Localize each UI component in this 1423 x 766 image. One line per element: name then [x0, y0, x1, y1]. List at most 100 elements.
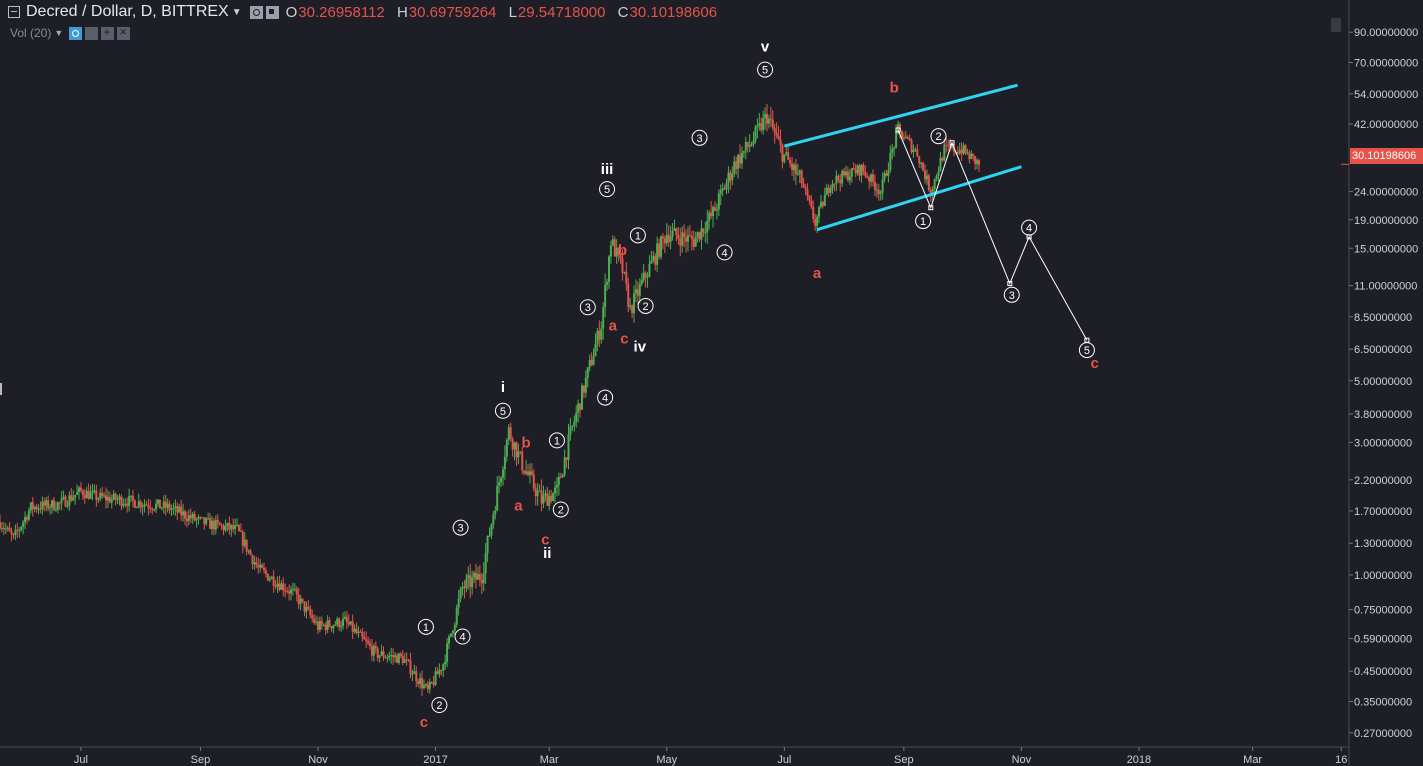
candle-body	[446, 643, 449, 662]
candle-up	[548, 489, 551, 511]
candle-body	[494, 510, 497, 515]
candle-body	[27, 510, 30, 520]
candle-body	[700, 228, 703, 240]
candle-down	[908, 134, 911, 142]
candle-up	[594, 333, 597, 357]
candle-body	[544, 493, 547, 496]
candle-up	[332, 624, 335, 634]
candle-body	[943, 144, 946, 161]
candle-body	[417, 681, 420, 684]
candle-down	[769, 106, 772, 127]
candle-body	[706, 220, 709, 233]
candle-up	[860, 164, 863, 183]
candle-up	[60, 490, 63, 510]
candle-up	[178, 503, 181, 514]
candle-down	[910, 138, 913, 155]
candle-up	[357, 626, 360, 638]
candle-body	[24, 517, 27, 523]
wave-circle-label: 2	[637, 297, 654, 314]
scale-handle-icon[interactable]	[1331, 18, 1341, 32]
candle-up	[943, 138, 946, 162]
candle-body	[126, 503, 129, 506]
candle-body	[723, 188, 726, 190]
wave-number: 5	[604, 184, 610, 196]
chevron-down-icon[interactable]: ▼	[231, 6, 242, 18]
candle-body	[557, 477, 560, 485]
candle-up	[162, 495, 165, 514]
candle-up	[633, 285, 636, 323]
high-value: 30.69759264	[408, 3, 497, 21]
candle-body	[501, 469, 504, 478]
price-tick-label: 1.00000000	[1354, 570, 1412, 582]
format-icon[interactable]	[265, 5, 279, 19]
candle-down	[361, 627, 364, 642]
candle-body	[582, 385, 585, 393]
candle-up	[970, 150, 973, 160]
candle-body	[767, 118, 770, 124]
candle-body	[14, 530, 17, 535]
candle-body	[484, 553, 487, 574]
candle-up	[305, 601, 308, 619]
candle-body	[823, 194, 826, 206]
price-tick-label: 15.00000000	[1354, 243, 1418, 255]
visibility-icon[interactable]	[69, 26, 83, 40]
candle-body	[222, 525, 225, 531]
candle-body	[328, 620, 331, 627]
candle-body	[725, 182, 728, 190]
candle-up	[438, 663, 441, 678]
wave-number: 5	[1084, 345, 1090, 357]
candle-up	[482, 562, 485, 592]
settings-icon[interactable]	[85, 26, 99, 40]
candle-body	[871, 174, 874, 182]
symbol-title[interactable]: Decred / Dollar, D, BITTREX	[26, 3, 229, 20]
candle-body	[794, 164, 797, 175]
candle-down	[808, 194, 811, 205]
volume-label[interactable]: Vol (20)	[10, 26, 52, 40]
add-icon[interactable]	[101, 25, 115, 40]
candle-body	[401, 656, 404, 663]
chevron-down-icon[interactable]: ▼	[54, 28, 64, 38]
time-tick-label: 16	[1335, 754, 1347, 766]
candle-up	[609, 240, 612, 264]
candle-body	[255, 562, 258, 566]
volume-indicator[interactable]: Vol (20) ▼	[10, 24, 133, 40]
settings-icon[interactable]	[249, 5, 263, 19]
candle-up	[912, 144, 915, 158]
projection-point	[928, 205, 934, 211]
candle-up	[353, 624, 356, 634]
candle-body	[426, 684, 429, 690]
candle-body	[103, 495, 106, 497]
close-icon[interactable]	[117, 24, 131, 40]
candle-up	[210, 516, 213, 535]
candle-body	[571, 425, 574, 427]
candle-down	[918, 156, 921, 168]
candle-down	[779, 129, 782, 153]
candle-body	[534, 488, 537, 497]
candle-body	[590, 359, 593, 365]
candle-up	[336, 616, 339, 627]
candle-body	[313, 618, 316, 623]
candle-down	[147, 498, 150, 516]
candle-up	[752, 131, 755, 148]
candle-body	[180, 506, 183, 516]
candle-down	[370, 639, 373, 661]
candle-body	[482, 573, 485, 584]
wave-circle	[548, 432, 565, 449]
candle-body	[540, 490, 543, 504]
drag-handle-icon[interactable]	[0, 383, 2, 395]
wave-circle-label: 2	[930, 128, 947, 145]
candle-up	[893, 146, 896, 157]
candle-down	[523, 470, 526, 476]
collapse-icon[interactable]	[8, 6, 20, 18]
candle-body	[660, 236, 663, 257]
candle-down	[690, 231, 693, 251]
candle-body	[850, 168, 853, 177]
candle-down	[924, 164, 927, 184]
candle-body	[49, 507, 52, 509]
candle-down	[804, 184, 807, 196]
candle-down	[288, 584, 291, 601]
candle-down	[209, 513, 212, 529]
candle-body	[958, 149, 961, 154]
candle-body	[20, 526, 23, 530]
